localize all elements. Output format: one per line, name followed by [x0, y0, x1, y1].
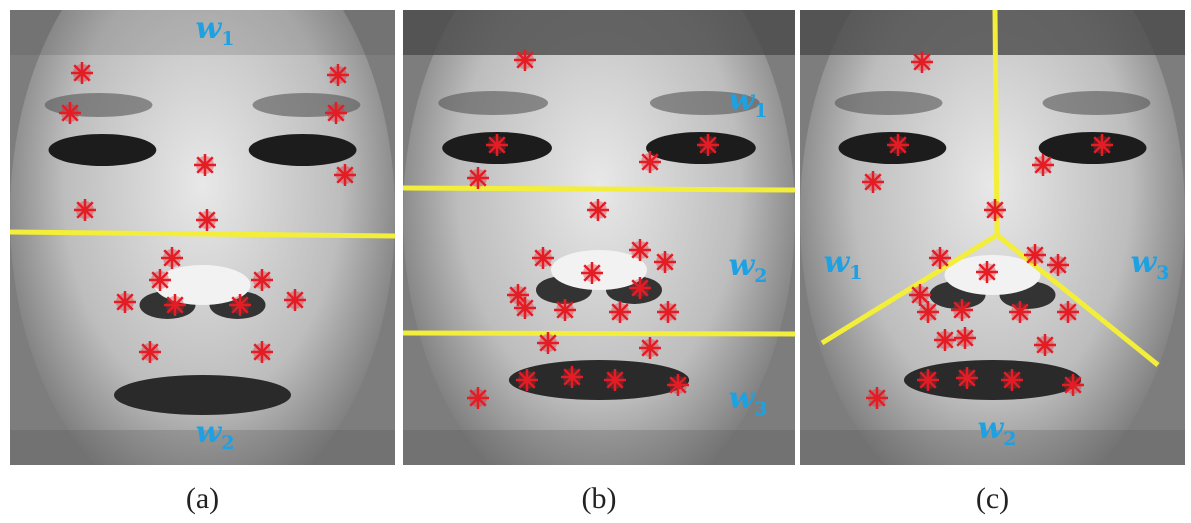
landmark	[697, 134, 719, 156]
landmark	[917, 369, 939, 391]
landmark	[609, 301, 631, 323]
landmark	[532, 247, 554, 269]
landmark	[604, 369, 626, 391]
landmark	[1024, 244, 1046, 266]
landmark	[514, 297, 536, 319]
landmark	[467, 387, 489, 409]
region-letter: w	[823, 245, 850, 280]
landmark	[587, 199, 609, 221]
landmark	[561, 366, 583, 388]
landmark	[954, 327, 976, 349]
landmark	[114, 291, 136, 313]
region-index: 3	[1156, 262, 1169, 284]
landmark	[334, 164, 356, 186]
landmark	[1009, 301, 1031, 323]
region-index: 2	[1003, 428, 1016, 450]
region-index: 1	[754, 100, 767, 122]
landmark	[325, 102, 347, 124]
landmark	[74, 199, 96, 221]
landmark	[917, 301, 939, 323]
landmark	[161, 247, 183, 269]
region-index: 1	[221, 28, 234, 50]
landmark	[934, 329, 956, 351]
landmark	[951, 299, 973, 321]
landmark	[149, 269, 171, 291]
hair	[403, 10, 795, 55]
landmark	[1032, 154, 1054, 176]
region-letter: w	[728, 248, 755, 283]
landmark	[229, 294, 251, 316]
landmark	[1047, 254, 1069, 276]
landmark	[629, 277, 651, 299]
region-boundary	[403, 333, 795, 334]
region-index: 3	[754, 398, 767, 420]
landmark	[537, 332, 559, 354]
landmark	[1034, 334, 1056, 356]
landmark	[251, 341, 273, 363]
landmark	[327, 64, 349, 86]
landmark	[667, 374, 689, 396]
panel-caption: (a)	[186, 482, 219, 515]
region-letter: w	[1130, 245, 1157, 280]
panel-caption: (b)	[582, 482, 617, 515]
region-letter: w	[977, 411, 1004, 446]
eye	[1039, 132, 1147, 164]
landmark	[866, 387, 888, 409]
landmark	[911, 51, 933, 73]
eyebrow	[835, 91, 943, 115]
landmark	[581, 262, 603, 284]
landmark	[984, 199, 1006, 221]
panel-caption: (c)	[976, 482, 1009, 515]
landmark	[1091, 134, 1113, 156]
eye	[49, 134, 157, 166]
landmark	[59, 102, 81, 124]
landmark	[554, 299, 576, 321]
hair	[800, 10, 1185, 55]
landmark	[976, 261, 998, 283]
landmark	[514, 49, 536, 71]
landmark	[486, 134, 508, 156]
region-letter: w	[728, 83, 755, 118]
landmark	[1057, 301, 1079, 323]
landmark	[284, 289, 306, 311]
landmark	[71, 62, 93, 84]
landmark	[629, 239, 651, 261]
landmark	[516, 369, 538, 391]
landmark	[639, 151, 661, 173]
landmark	[467, 167, 489, 189]
landmark	[1001, 369, 1023, 391]
landmark	[139, 341, 161, 363]
figure: w1w2(a)w1w2w3(b)w1w2w3(c)	[0, 0, 1191, 523]
region-index: 2	[221, 432, 234, 454]
region-letter: w	[195, 11, 222, 46]
mouth	[114, 375, 291, 415]
landmark	[251, 269, 273, 291]
region-index: 1	[849, 262, 862, 284]
landmark	[887, 134, 909, 156]
eyebrow	[438, 91, 548, 115]
eyebrow	[1043, 91, 1151, 115]
chin-shade	[403, 430, 795, 465]
landmark	[862, 171, 884, 193]
landmark	[194, 154, 216, 176]
landmark	[196, 209, 218, 231]
landmark	[654, 251, 676, 273]
eye	[249, 134, 357, 166]
region-index: 2	[754, 265, 767, 287]
region-letter: w	[728, 381, 755, 416]
landmark	[1062, 374, 1084, 396]
landmark	[639, 337, 661, 359]
landmark	[657, 301, 679, 323]
region-letter: w	[195, 415, 222, 450]
region-boundary	[403, 188, 795, 190]
landmark	[956, 367, 978, 389]
landmark	[929, 247, 951, 269]
landmark	[164, 294, 186, 316]
